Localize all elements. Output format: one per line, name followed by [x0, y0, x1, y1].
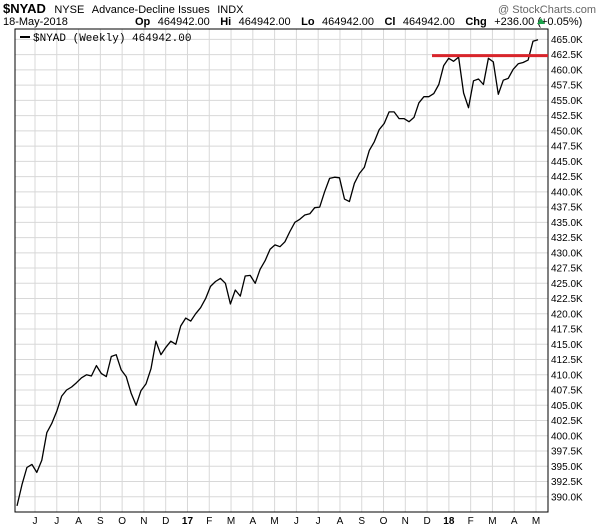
x-axis: J J A S O N D 17 F M A M J J A S O N D 18 F M A M [33, 516, 541, 527]
legend-label: $NYAD (Weekly) 464942.00 [33, 33, 191, 45]
y-tick-label: 460.0K [551, 65, 583, 76]
x-tick-label: M [488, 516, 496, 527]
y-tick-label: 437.5K [551, 203, 583, 214]
x-tick-label: M [227, 516, 235, 527]
watermark: @ StockCharts.com [498, 4, 596, 16]
y-tick-label: 402.5K [551, 416, 583, 427]
y-tick-label: 420.0K [551, 309, 583, 320]
y-tick-label: 392.5K [551, 477, 583, 488]
plot-frame [14, 28, 549, 513]
chg-value: +236.00 (+0.05%) [494, 16, 582, 28]
exchange: NYSE [54, 4, 84, 16]
y-tick-label: 412.5K [551, 355, 583, 366]
y-tick-label: 425.0K [551, 279, 583, 290]
x-tick-label: N [140, 516, 147, 527]
x-tick-label: A [337, 516, 344, 527]
hi-label: Hi [220, 16, 231, 28]
x-tick-label: J [33, 516, 38, 527]
x-tick-label: O [380, 516, 388, 527]
symbol: $NYAD [3, 1, 46, 16]
chart-date: 18-May-2018 [3, 16, 68, 28]
chg-label: Chg [465, 16, 486, 28]
y-tick-label: 432.5K [551, 233, 583, 244]
x-tick-label: M [532, 516, 540, 527]
y-tick-label: 390.0K [551, 492, 583, 503]
x-tick-label: A [249, 516, 256, 527]
x-tick-label: J [54, 516, 59, 527]
op-value: 464942.00 [158, 16, 210, 28]
cl-value: 464942.00 [403, 16, 455, 28]
y-axis: 390.0K 392.5K 395.0K 397.5K 400.0K 402.5K 405.… [551, 35, 583, 503]
y-tick-label: 430.0K [551, 248, 583, 259]
x-tick-label: F [206, 516, 212, 527]
x-tick-label: M [270, 516, 278, 527]
x-tick-label: S [358, 516, 365, 527]
y-tick-label: 452.5K [551, 111, 583, 122]
hi-value: 464942.00 [239, 16, 291, 28]
index-tag: INDX [217, 4, 244, 16]
x-tick-label: 18 [443, 516, 455, 527]
x-tick-label: N [402, 516, 409, 527]
y-tick-label: 442.5K [551, 172, 583, 183]
y-tick-label: 445.0K [551, 157, 583, 168]
y-tick-label: 395.0K [551, 462, 583, 473]
x-tick-label: 17 [182, 516, 194, 527]
y-tick-label: 397.5K [551, 447, 583, 458]
chart-header-line1: $NYAD NYSE Advance-Decline Issues INDX [3, 0, 244, 17]
x-tick-label: S [97, 516, 104, 527]
cl-label: Cl [384, 16, 395, 28]
y-tick-label: 440.0K [551, 187, 583, 198]
y-tick-label: 450.0K [551, 126, 583, 137]
y-tick-label: 462.5K [551, 50, 583, 61]
op-label: Op [135, 16, 151, 28]
x-tick-label: J [294, 516, 299, 527]
x-tick-label: O [118, 516, 126, 527]
y-tick-label: 407.5K [551, 386, 583, 397]
x-tick-label: D [423, 516, 430, 527]
x-tick-label: J [316, 516, 321, 527]
series-layer [16, 39, 539, 507]
y-tick-label: 410.0K [551, 370, 583, 381]
index-name: Advance-Decline Issues [92, 4, 211, 16]
y-tick-label: 417.5K [551, 325, 583, 336]
y-tick-label: 447.5K [551, 142, 583, 153]
ohlc-readout: Op 464942.00 Hi 464942.00 Lo 464942.00 C… [135, 12, 582, 29]
y-tick-label: 415.0K [551, 340, 583, 351]
grid [15, 29, 548, 512]
up-arrow-icon [537, 18, 545, 24]
y-tick-label: 457.5K [551, 81, 583, 92]
x-tick-label: F [468, 516, 474, 527]
x-tick-label: D [162, 516, 169, 527]
y-tick-label: 435.0K [551, 218, 583, 229]
y-tick-label: 405.0K [551, 401, 583, 412]
y-tick-label: 465.0K [551, 35, 583, 46]
lo-label: Lo [301, 16, 315, 28]
x-tick-label: A [511, 516, 518, 527]
y-tick-label: 455.0K [551, 96, 583, 107]
y-tick-label: 400.0K [551, 431, 583, 442]
lo-value: 464942.00 [322, 16, 374, 28]
y-tick-label: 427.5K [551, 264, 583, 275]
series-line [16, 39, 539, 507]
y-tick-label: 422.5K [551, 294, 583, 305]
x-tick-label: A [75, 516, 82, 527]
